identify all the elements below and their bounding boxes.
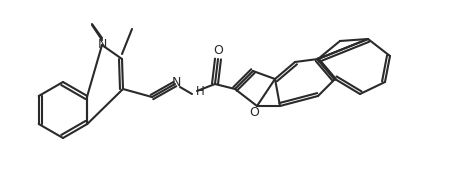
Text: O: O — [213, 44, 222, 57]
Text: N: N — [171, 76, 180, 89]
Text: H: H — [195, 86, 204, 99]
Text: O: O — [248, 107, 258, 120]
Text: N: N — [97, 38, 107, 51]
